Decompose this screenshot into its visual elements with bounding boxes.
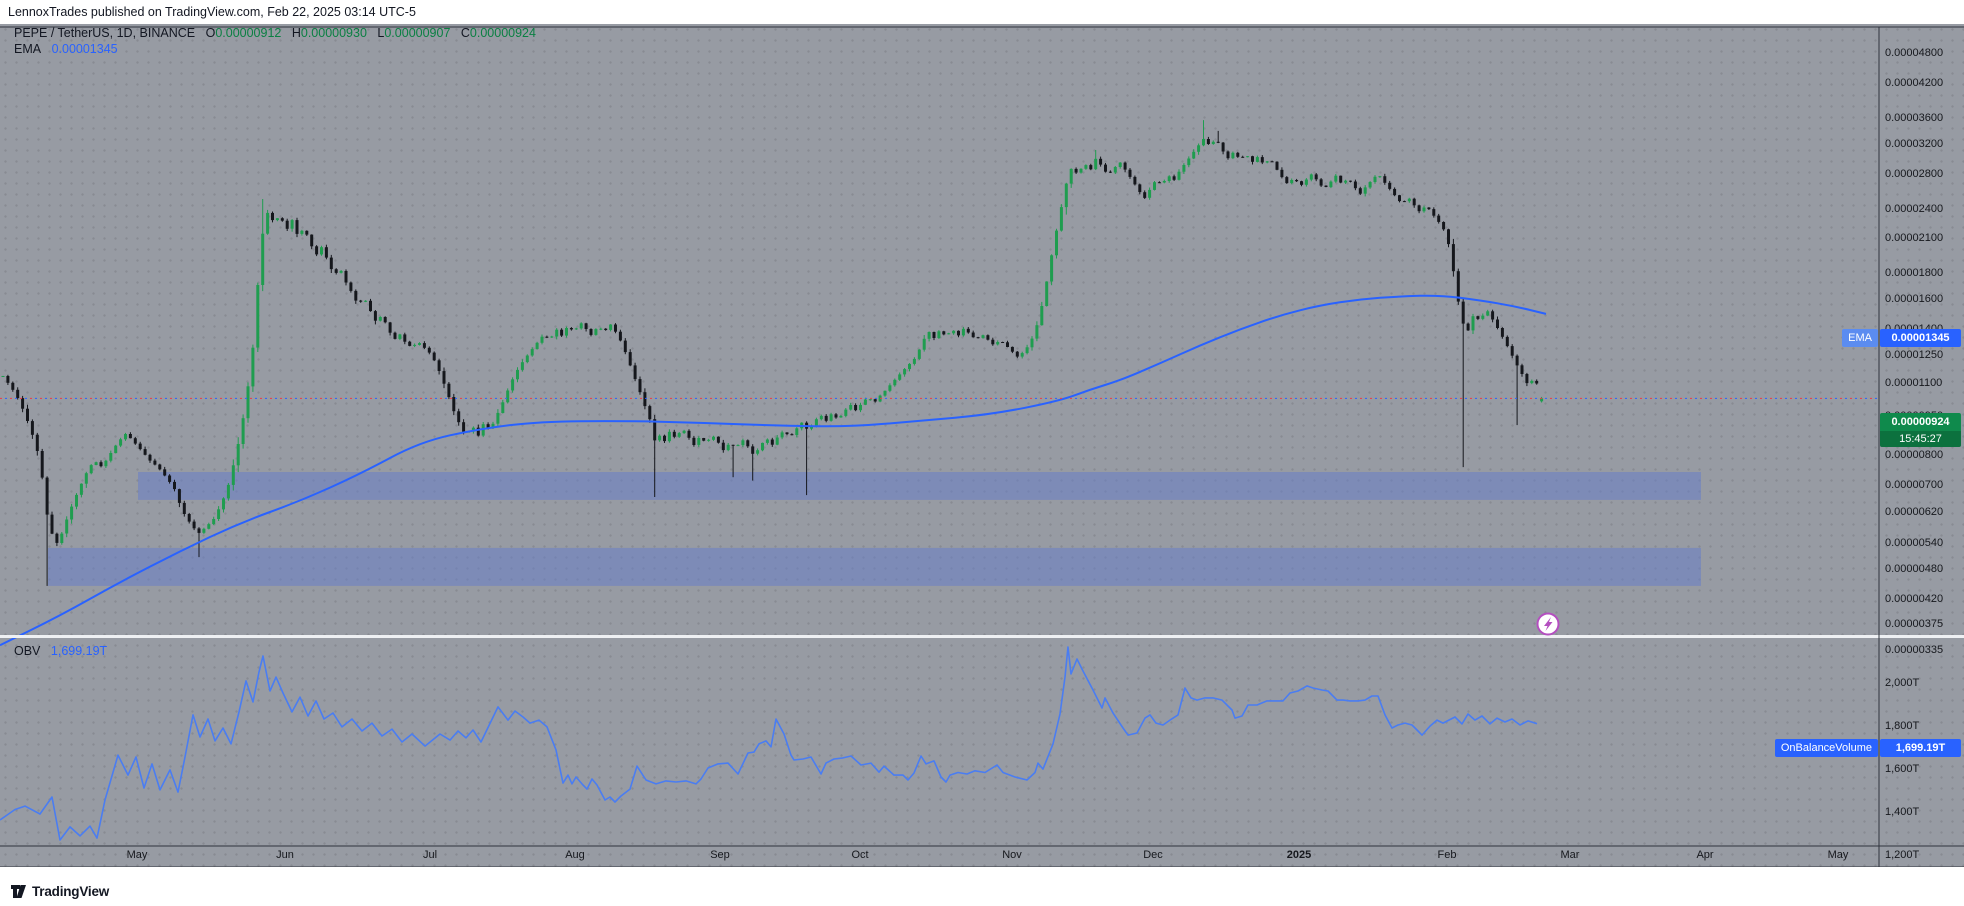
time-tick-may: May: [1827, 849, 1849, 861]
ohlc-open: O0.00000912: [205, 26, 282, 40]
price-tick-label: 0.00001800: [1885, 266, 1944, 279]
ema-line[interactable]: [0, 294, 1547, 647]
obv-legend-label: OBV: [14, 644, 41, 658]
obv-tick-label: 1,200T: [1885, 849, 1920, 861]
price-tick-label: 0.00001600: [1885, 293, 1944, 306]
price-tick-label: 0.00000540: [1885, 536, 1944, 549]
price-tick-label: 0.00004200: [1885, 77, 1944, 90]
ohlc-close: C0.00000924: [460, 26, 536, 40]
tradingview-logo[interactable]: TradingView: [10, 884, 109, 899]
tradingview-logo-icon: [11, 885, 26, 898]
ohlc-low: L0.00000907: [377, 26, 451, 40]
publish-topbar: LennoxTrades published on TradingView.co…: [0, 0, 1964, 24]
bar-countdown: 15:45:27: [1880, 431, 1961, 448]
time-tick-nov: Nov: [1002, 849, 1022, 861]
ema-legend-label: EMA: [14, 42, 42, 56]
time-tick-jul: Jul: [422, 849, 438, 861]
obv-legend-value: 1,699.19T: [50, 644, 108, 658]
price-tick-label: 0.00003200: [1885, 138, 1944, 151]
obv-tick-label: 2,000T: [1885, 677, 1920, 689]
time-tick-dec: Dec: [1143, 849, 1163, 861]
ohlc-high: H0.00000930: [291, 26, 367, 40]
zone-rect[interactable]: [48, 547, 1701, 586]
time-tick-2025: 2025: [1286, 849, 1312, 861]
candlestick-series: [1, 120, 1544, 586]
ema-legend-row[interactable]: EMA 0.00001345: [14, 42, 118, 56]
time-tick-feb: Feb: [1437, 849, 1457, 861]
price-tick-label: 0.00000700: [1885, 478, 1944, 491]
chart-plot-svg[interactable]: [0, 24, 1964, 867]
tradingview-logo-text: TradingView: [32, 884, 110, 899]
price-tick-label: 0.00002100: [1885, 232, 1944, 245]
obv-tick-label: 1,800T: [1885, 720, 1920, 732]
ema-axis-value: 0.00001345: [1880, 329, 1961, 348]
time-tick-mar: Mar: [1560, 849, 1580, 861]
lightning-icon: [1544, 617, 1553, 631]
last-price-value: 0.00000924: [1891, 416, 1950, 429]
ema-axis-tag: EMA: [1842, 329, 1878, 348]
zone-rect[interactable]: [138, 472, 1701, 500]
symbol-title[interactable]: PEPE / TetherUS, 1D, BINANCE: [14, 26, 196, 40]
last-price-label: 0.00000924 15:45:27: [1880, 413, 1961, 448]
boost-lightning-button[interactable]: [1536, 612, 1560, 636]
price-tick-label: 0.00000620: [1885, 505, 1944, 518]
time-tick-oct: Oct: [851, 849, 869, 861]
symbol-legend-row[interactable]: PEPE / TetherUS, 1D, BINANCE O0.00000912…: [14, 26, 536, 40]
price-tick-label: 0.00001250: [1885, 348, 1944, 361]
price-tick-label: 0.00001100: [1885, 377, 1943, 390]
price-tick-label: 0.00000480: [1885, 563, 1944, 576]
pane-separator[interactable]: [0, 635, 1964, 638]
supply-demand-zones[interactable]: [48, 472, 1701, 586]
obv-tick-label: 1,600T: [1885, 763, 1920, 775]
price-tick-label: 0.00000335: [1885, 643, 1944, 656]
obv-tick-label: 1,400T: [1885, 806, 1920, 818]
price-tick-label: 0.00000420: [1885, 592, 1944, 605]
time-tick-apr: Apr: [1696, 849, 1714, 861]
publish-byline: LennoxTrades published on TradingView.co…: [8, 5, 416, 19]
obv-legend-row[interactable]: OBV 1,699.19T: [14, 644, 107, 658]
obv-axis-tag: OnBalanceVolume: [1774, 738, 1878, 757]
chart-surface[interactable]: [0, 24, 1964, 867]
time-tick-aug: Aug: [565, 849, 585, 861]
price-tick-label: 0.00000375: [1885, 618, 1944, 631]
price-tick-label: 0.00004800: [1885, 47, 1944, 60]
time-tick-sep: Sep: [710, 849, 730, 861]
ema-legend-value: 0.00001345: [51, 42, 118, 56]
obv-axis-value: 1,699.19T: [1880, 738, 1961, 757]
price-tick-label: 0.00002800: [1885, 168, 1944, 181]
footer: TradingView: [0, 867, 1964, 906]
time-tick-jun: Jun: [276, 849, 294, 861]
price-tick-label: 0.00002400: [1885, 202, 1944, 215]
time-tick-may: May: [126, 849, 148, 861]
obv-line[interactable]: [0, 646, 1538, 841]
price-tick-label: 0.00000800: [1885, 448, 1944, 461]
price-tick-label: 0.00003600: [1885, 111, 1944, 124]
